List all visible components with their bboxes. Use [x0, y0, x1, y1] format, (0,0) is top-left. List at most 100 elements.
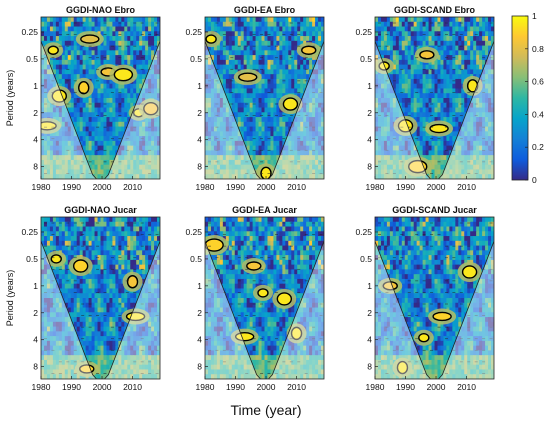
panel-title: GGDI-SCAND Jucar: [392, 205, 477, 215]
panel-6: GGDI-SCAND Jucar 0.25 0.5 1 2 4 8 1980 1990 2000 2…: [355, 205, 495, 392]
significant-region: [78, 81, 90, 95]
x-tick-label: 2010: [457, 382, 476, 392]
x-tick-label: 1980: [32, 382, 51, 392]
y-tick-label: 0.25: [21, 27, 38, 37]
x-tick-label: 1990: [396, 382, 415, 392]
cone-of-influence-line: [205, 241, 324, 379]
y-tick-label: 8: [367, 162, 372, 172]
colorbar: 0 0.2 0.4 0.6 0.8 1: [511, 11, 544, 185]
significant-region: [282, 97, 299, 111]
significant-region: [301, 45, 317, 55]
significant-region: [50, 254, 62, 264]
significant-region: [143, 101, 159, 116]
y-tick-label: 8: [33, 162, 38, 172]
panel-frame: [374, 16, 495, 180]
significant-region: [418, 333, 430, 343]
y-tick-label: 0.25: [355, 227, 372, 237]
figure-xlabel: Time (year): [230, 402, 301, 418]
cone-of-influence-line: [41, 41, 160, 179]
x-tick-label: 1980: [366, 182, 385, 192]
significant-region: [125, 311, 146, 322]
y-tick-label: 8: [367, 362, 372, 372]
colorbar-tick-label: 0.6: [532, 77, 544, 87]
colorbar-gradient: [511, 15, 529, 181]
y-tick-label: 0.5: [26, 54, 38, 64]
cone-of-influence-shade: [41, 217, 160, 379]
y-tick-label: 8: [33, 362, 38, 372]
x-tick-label: 1990: [396, 182, 415, 192]
significant-region: [80, 34, 100, 44]
y-tick-label: 0.5: [190, 54, 202, 64]
coherence-field: [205, 217, 324, 379]
y-tick-label: 8: [197, 162, 202, 172]
panel-title: GGDI-EA Jucar: [232, 205, 297, 215]
x-tick-label: 1980: [196, 382, 215, 392]
coherence-field: [375, 217, 494, 379]
colorbar-tick-label: 0.8: [532, 44, 544, 54]
cone-of-influence-shade: [375, 17, 494, 179]
panels: GGDI-NAO Ebro 0.25 0.5 1 2 4 8 1980 1990 2000 2010…: [5, 5, 495, 392]
y-tick-label: 0.5: [26, 254, 38, 264]
y-tick-label: 4: [197, 335, 202, 345]
significant-region: [429, 123, 449, 134]
panel-title: GGDI-NAO Jucar: [64, 205, 137, 215]
significant-region: [113, 67, 134, 82]
x-tick-label: 2000: [427, 382, 446, 392]
cone-of-influence-line: [205, 41, 324, 179]
y-tick-label: 1: [367, 81, 372, 91]
cone-of-influence-shade: [205, 217, 324, 379]
significant-region: [461, 265, 478, 279]
x-tick-label: 1990: [62, 182, 81, 192]
coherence-field: [41, 217, 160, 379]
significant-region: [51, 89, 68, 103]
y-tick-label: 2: [33, 108, 38, 118]
y-tick-label: 4: [33, 135, 38, 145]
panel-frame: [40, 16, 161, 180]
y-axis-label: Period (years): [5, 70, 15, 127]
y-tick-label: 1: [367, 281, 372, 291]
x-tick-label: 2010: [123, 182, 142, 192]
x-tick-label: 1990: [226, 182, 245, 192]
x-tick-label: 1990: [62, 382, 81, 392]
x-tick-label: 1990: [226, 382, 245, 392]
y-tick-label: 4: [367, 335, 372, 345]
significant-region: [47, 45, 59, 55]
panel-4: GGDI-NAO Jucar 0.25 0.5 1 2 4 8 1980 1990 2000 201…: [5, 205, 161, 392]
y-tick-label: 0.5: [360, 254, 372, 264]
significant-region: [246, 261, 262, 271]
x-tick-label: 2000: [93, 182, 112, 192]
significant-region: [276, 292, 293, 306]
significant-region: [419, 50, 435, 60]
y-tick-label: 1: [33, 281, 38, 291]
panel-5: GGDI-EA Jucar 0.25 0.5 1 2 4 8 1980 1990 2000 2010: [185, 205, 325, 392]
y-tick-label: 8: [197, 362, 202, 372]
y-tick-label: 1: [197, 281, 202, 291]
y-tick-label: 4: [367, 135, 372, 145]
significant-region: [432, 311, 452, 322]
x-tick-label: 2000: [93, 382, 112, 392]
x-tick-label: 2000: [257, 382, 276, 392]
x-tick-label: 1980: [196, 182, 215, 192]
significant-region: [41, 121, 57, 131]
significant-region: [238, 72, 258, 82]
colorbar-tick-label: 0.2: [532, 142, 544, 152]
cone-of-influence-shade: [205, 17, 324, 179]
x-tick-label: 2010: [287, 182, 306, 192]
panel-frame: [204, 216, 325, 380]
y-tick-label: 0.5: [190, 254, 202, 264]
panel-title: GGDI-EA Ebro: [234, 5, 296, 15]
y-tick-label: 2: [367, 308, 372, 318]
cone-of-influence-line: [41, 241, 160, 379]
significant-region: [257, 288, 269, 298]
coherence-field: [41, 17, 160, 179]
cone-of-influence-line: [375, 241, 494, 379]
x-tick-label: 2010: [287, 382, 306, 392]
colorbar-tick-label: 0: [532, 175, 537, 185]
significant-region: [79, 364, 95, 374]
y-tick-label: 1: [197, 81, 202, 91]
x-tick-label: 1980: [32, 182, 51, 192]
significant-region: [382, 281, 398, 291]
x-tick-label: 2010: [457, 182, 476, 192]
colorbar-tick-label: 0.4: [532, 109, 544, 119]
y-tick-label: 2: [367, 108, 372, 118]
